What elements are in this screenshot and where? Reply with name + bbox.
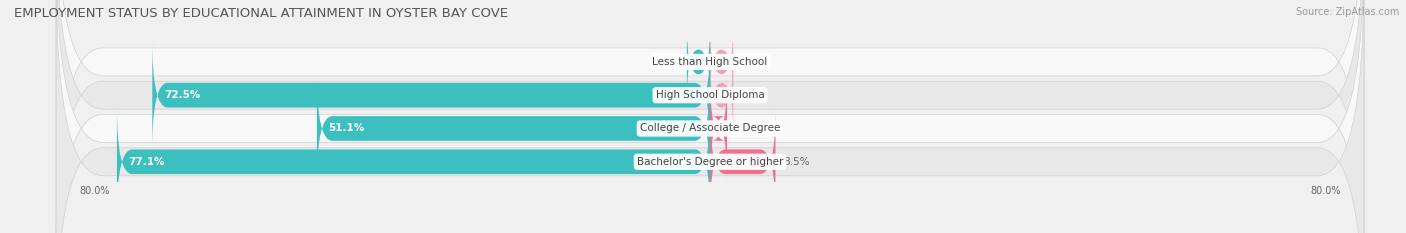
Text: 2.2%: 2.2% — [735, 123, 761, 134]
Text: 0.0%: 0.0% — [741, 90, 768, 100]
FancyBboxPatch shape — [710, 58, 733, 133]
Text: College / Associate Degree: College / Associate Degree — [640, 123, 780, 134]
FancyBboxPatch shape — [688, 24, 710, 99]
Text: 72.5%: 72.5% — [165, 90, 200, 100]
FancyBboxPatch shape — [316, 74, 710, 183]
Text: Less than High School: Less than High School — [652, 57, 768, 67]
Text: 8.5%: 8.5% — [783, 157, 810, 167]
FancyBboxPatch shape — [152, 41, 710, 149]
FancyBboxPatch shape — [56, 0, 1364, 233]
Text: 51.1%: 51.1% — [329, 123, 364, 134]
FancyBboxPatch shape — [56, 0, 1364, 233]
FancyBboxPatch shape — [710, 24, 733, 99]
FancyBboxPatch shape — [710, 74, 727, 183]
FancyBboxPatch shape — [56, 0, 1364, 233]
Text: EMPLOYMENT STATUS BY EDUCATIONAL ATTAINMENT IN OYSTER BAY COVE: EMPLOYMENT STATUS BY EDUCATIONAL ATTAINM… — [14, 7, 508, 20]
Text: 77.1%: 77.1% — [128, 157, 165, 167]
Text: 0.0%: 0.0% — [741, 57, 768, 67]
Text: High School Diploma: High School Diploma — [655, 90, 765, 100]
Text: 0.0%: 0.0% — [652, 57, 679, 67]
FancyBboxPatch shape — [710, 107, 776, 216]
FancyBboxPatch shape — [56, 0, 1364, 233]
FancyBboxPatch shape — [117, 107, 710, 216]
Text: Source: ZipAtlas.com: Source: ZipAtlas.com — [1295, 7, 1399, 17]
Text: Bachelor's Degree or higher: Bachelor's Degree or higher — [637, 157, 783, 167]
